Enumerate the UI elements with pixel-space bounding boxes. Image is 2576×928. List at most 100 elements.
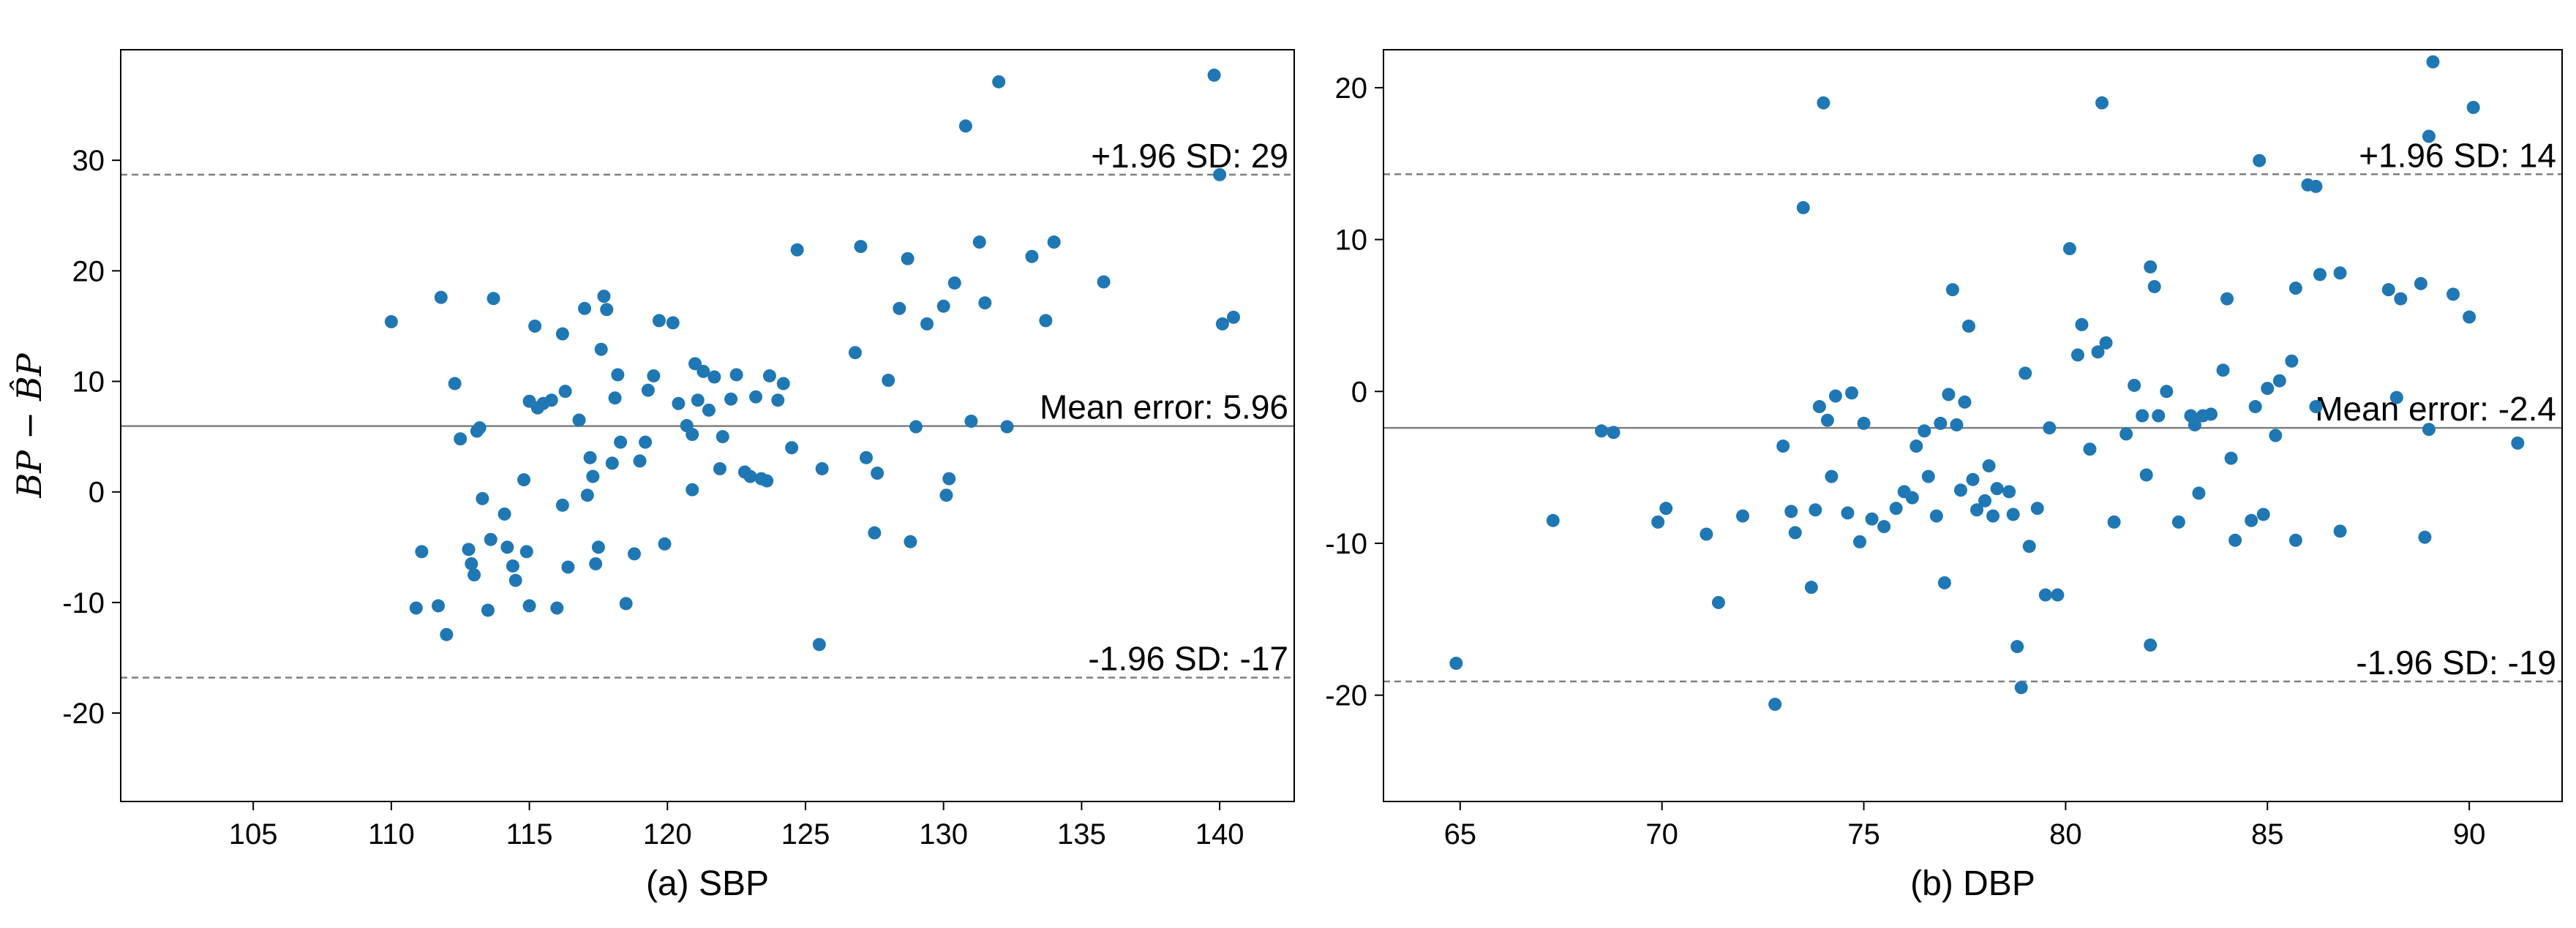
sbp-point-9 (465, 557, 478, 570)
dbp-point-94 (2288, 282, 2302, 295)
sbp-point-16 (487, 292, 500, 306)
sbp-point-74 (760, 474, 774, 488)
sbp-ytick-label-30: 30 (72, 145, 105, 177)
sbp-point-32 (558, 385, 572, 399)
dbp-point-88 (2256, 508, 2270, 521)
sbp-point-93 (936, 299, 950, 313)
dbp-point-30 (1910, 440, 1923, 453)
dbp-x-axis-label: (b) DBP (1910, 864, 2035, 903)
sbp-point-14 (481, 603, 495, 617)
dbp-point-54 (2030, 502, 2044, 516)
dbp-point-99 (2333, 524, 2347, 538)
dbp-point-90 (2269, 429, 2283, 442)
dbp-point-3 (1607, 426, 1621, 440)
sbp-xtick-label-105: 105 (229, 818, 278, 850)
sbp-point-18 (500, 540, 514, 554)
sbp-ytick-label--20: -20 (62, 698, 105, 730)
dbp-axes-frame (1383, 49, 2563, 802)
dbp-point-37 (1945, 283, 1959, 297)
dbp-point-32 (1921, 469, 1935, 483)
dbp-point-7 (1711, 595, 1725, 609)
sbp-point-77 (776, 377, 790, 391)
sbp-point-97 (958, 119, 972, 133)
dbp-ytick-label--20: -20 (1325, 680, 1367, 712)
sbp-point-107 (1207, 68, 1221, 82)
dbp-point-35 (1937, 576, 1951, 589)
sbp-point-17 (497, 507, 511, 521)
sbp-point-57 (672, 396, 686, 410)
sbp-point-46 (611, 368, 625, 382)
sbp-point-102 (1000, 420, 1014, 434)
sbp-point-6 (448, 377, 462, 391)
sbp-point-67 (716, 430, 729, 444)
sbp-xtick-label-110: 110 (368, 818, 415, 850)
sbp-panel: Mean error: 5.96 +1.96 SD: 29 -1.96 SD: -1… (10, 49, 1295, 903)
sbp-point-88 (893, 301, 906, 315)
sbp-xtick-label-130: 130 (919, 818, 968, 850)
dbp-point-23 (1853, 535, 1867, 548)
dbp-point-103 (2394, 292, 2408, 306)
sbp-point-89 (901, 252, 915, 265)
dbp-point-44 (1978, 494, 1992, 508)
dbp-point-48 (2002, 485, 2016, 499)
sbp-point-108 (1213, 167, 1227, 181)
dbp-point-102 (2389, 391, 2403, 404)
dbp-point-83 (2224, 451, 2238, 465)
dbp-point-16 (1812, 400, 1826, 414)
sbp-point-34 (572, 413, 586, 427)
sbp-ytick-label-20: 20 (72, 255, 105, 287)
sbp-axes-frame (120, 49, 1295, 802)
sbp-point-98 (964, 414, 978, 428)
sbp-point-83 (854, 240, 868, 254)
dbp-point-4 (1651, 515, 1665, 529)
dbp-point-71 (2144, 260, 2158, 274)
sbp-point-106 (1097, 275, 1111, 289)
dbp-point-70 (2144, 638, 2158, 652)
dbp-point-1 (1546, 513, 1560, 527)
dbp-point-17 (1817, 96, 1830, 110)
dbp-point-26 (1877, 520, 1891, 534)
dbp-point-10 (1776, 440, 1790, 453)
dbp-point-92 (2285, 354, 2299, 368)
dbp-point-59 (2070, 348, 2084, 362)
sbp-point-40 (591, 540, 605, 554)
sbp-point-95 (942, 472, 956, 486)
sbp-x-axis-label: (a) SBP (646, 864, 769, 903)
dbp-point-57 (2051, 588, 2065, 602)
dbp-point-24 (1857, 416, 1871, 430)
sbp-point-52 (641, 383, 655, 397)
dbp-point-45 (1982, 459, 1996, 473)
sbp-point-15 (484, 532, 497, 546)
sbp-point-66 (713, 461, 726, 475)
sbp-point-7 (454, 432, 467, 446)
dbp-point-108 (2426, 55, 2440, 69)
dbp-point-64 (2099, 336, 2113, 350)
sbp-point-59 (686, 428, 699, 442)
sbp-xtick-label-125: 125 (781, 818, 830, 850)
sbp-point-30 (555, 327, 569, 341)
sbp-point-45 (608, 391, 622, 405)
dbp-point-97 (2309, 400, 2323, 414)
dbp-point-109 (2447, 287, 2460, 301)
dbp-mean-label: Mean error: -2.4 (2315, 390, 2556, 428)
dbp-point-56 (2043, 421, 2057, 435)
dbp-point-47 (1990, 482, 2004, 496)
dbp-point-87 (2253, 154, 2267, 167)
sbp-point-42 (597, 290, 611, 303)
sbp-point-63 (696, 364, 710, 378)
dbp-ytick-label--10: -10 (1325, 528, 1367, 560)
sbp-point-47 (614, 435, 628, 449)
dbp-point-62 (2091, 345, 2105, 359)
dbp-ytick-label-10: 10 (1335, 225, 1368, 257)
sbp-point-103 (1025, 249, 1039, 263)
sbp-mean-label: Mean error: 5.96 (1040, 388, 1288, 426)
dbp-point-40 (1958, 395, 1972, 409)
sbp-xtick-label-140: 140 (1195, 818, 1244, 850)
dbp-lower-label: -1.96 SD: -19 (2356, 644, 2556, 682)
sbp-point-1 (409, 601, 423, 615)
dbp-point-41 (1961, 319, 1975, 333)
sbp-point-4 (434, 290, 448, 304)
dbp-point-69 (2139, 468, 2153, 482)
sbp-point-49 (627, 547, 641, 561)
sbp-point-25 (528, 319, 542, 333)
